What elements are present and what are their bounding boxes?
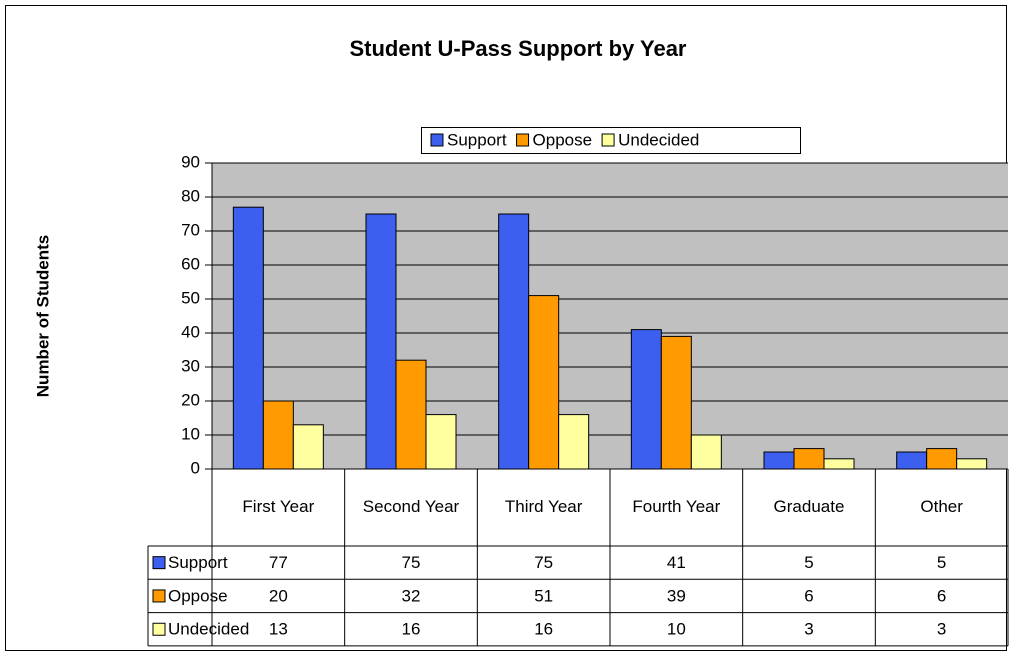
y-tick-label: 50 <box>181 288 200 307</box>
bar <box>660 335 692 470</box>
bar <box>498 213 530 470</box>
table-value: 51 <box>534 586 553 605</box>
table-value: 3 <box>804 620 813 639</box>
table-value: 39 <box>667 586 686 605</box>
bar <box>690 434 722 470</box>
y-tick-label: 70 <box>181 220 200 239</box>
bar <box>395 359 427 470</box>
y-tick-label: 30 <box>181 356 200 375</box>
table-value: 10 <box>667 620 686 639</box>
x-tick-label: First Year <box>242 497 314 516</box>
y-axis-label: Number of Students <box>33 235 52 397</box>
x-tick-label: Fourth Year <box>632 497 720 516</box>
x-tick-label: Other <box>920 497 963 516</box>
legend-key <box>430 133 444 147</box>
bar <box>262 400 294 470</box>
y-tick-label: 90 <box>181 152 200 171</box>
row-label: Undecided <box>168 620 249 639</box>
bar <box>528 295 560 470</box>
table-value: 6 <box>937 586 946 605</box>
table-value: 6 <box>804 586 813 605</box>
bar <box>630 329 662 470</box>
bar <box>558 414 590 470</box>
x-tick-label: Third Year <box>505 497 583 516</box>
table-value: 16 <box>402 620 421 639</box>
table-value: 3 <box>937 620 946 639</box>
bar <box>292 424 324 470</box>
bar <box>926 448 958 470</box>
x-tick-label: Second Year <box>363 497 460 516</box>
bar <box>956 458 988 470</box>
bar <box>232 206 264 470</box>
bar <box>425 414 457 470</box>
legend-key <box>516 133 530 147</box>
plot-area <box>212 163 1008 469</box>
x-tick-label: Graduate <box>774 497 845 516</box>
legend-label: Support <box>447 130 507 149</box>
table-value: 20 <box>269 586 288 605</box>
table-value: 77 <box>269 553 288 572</box>
y-tick-label: 60 <box>181 254 200 273</box>
table-value: 75 <box>534 553 553 572</box>
y-tick-label: 0 <box>191 458 200 477</box>
table-value: 41 <box>667 553 686 572</box>
legend-key <box>152 622 166 636</box>
bar <box>365 213 397 470</box>
row-label: Support <box>168 553 228 572</box>
chart-title: Student U-Pass Support by Year <box>349 36 686 61</box>
bar <box>763 451 795 470</box>
legend-key <box>152 556 166 570</box>
legend-key <box>601 133 615 147</box>
y-tick-label: 80 <box>181 186 200 205</box>
y-tick-label: 10 <box>181 424 200 443</box>
bar <box>793 448 825 470</box>
table-value: 5 <box>804 553 813 572</box>
table-value: 32 <box>402 586 421 605</box>
table-value: 75 <box>402 553 421 572</box>
table-value: 16 <box>534 620 553 639</box>
table-value: 13 <box>269 620 288 639</box>
y-tick-label: 20 <box>181 390 200 409</box>
bar <box>823 458 855 470</box>
legend-key <box>152 589 166 603</box>
bar <box>896 451 928 470</box>
table-value: 5 <box>937 553 946 572</box>
row-label: Oppose <box>168 586 228 605</box>
legend-label: Undecided <box>618 130 699 149</box>
y-tick-label: 40 <box>181 322 200 341</box>
legend-label: Oppose <box>533 130 593 149</box>
